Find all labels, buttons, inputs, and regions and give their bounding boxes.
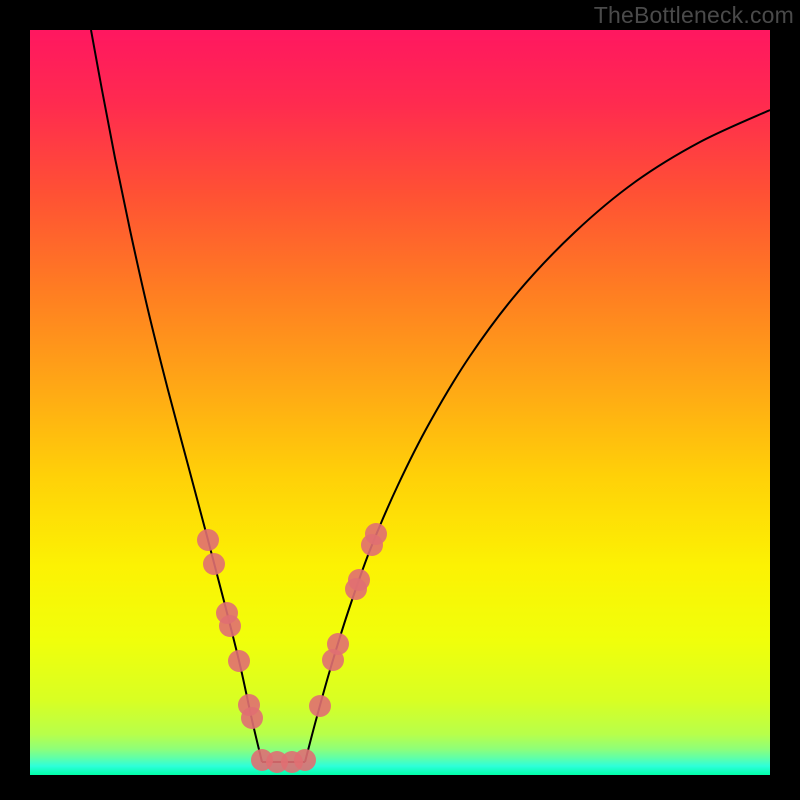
data-marker <box>219 615 241 637</box>
data-marker <box>203 553 225 575</box>
data-marker <box>348 569 370 591</box>
watermark-text: TheBottleneck.com <box>594 2 794 29</box>
data-marker <box>241 707 263 729</box>
chart-container: TheBottleneck.com <box>0 0 800 800</box>
gradient-background <box>30 30 770 775</box>
data-marker <box>228 650 250 672</box>
chart-svg <box>30 30 770 775</box>
data-marker <box>309 695 331 717</box>
data-marker <box>365 523 387 545</box>
data-marker <box>327 633 349 655</box>
data-marker <box>294 749 316 771</box>
plot-area <box>30 30 770 775</box>
data-marker <box>197 529 219 551</box>
